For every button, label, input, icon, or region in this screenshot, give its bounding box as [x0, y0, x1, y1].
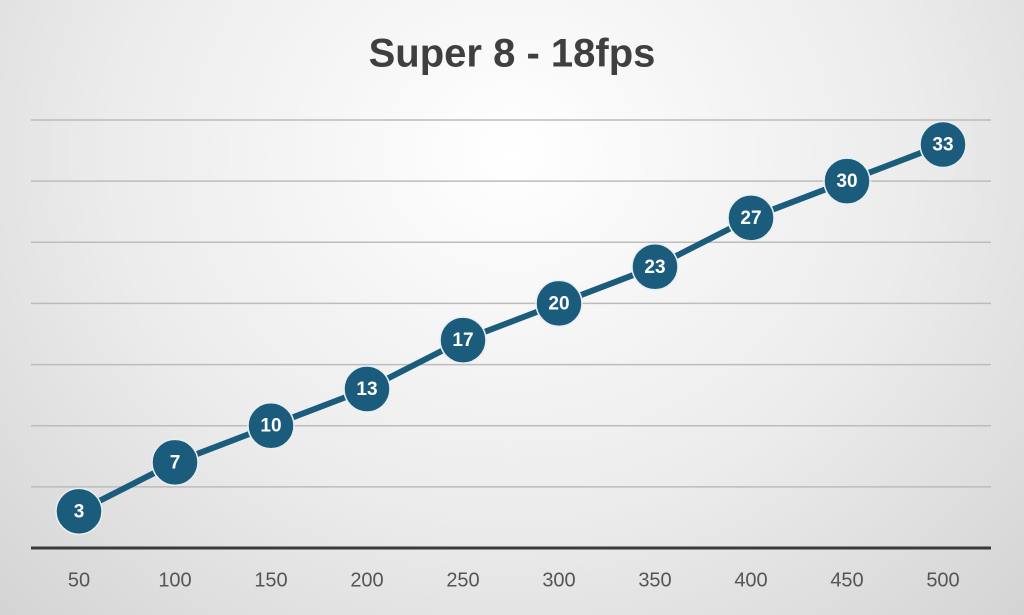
data-label: 10: [260, 416, 281, 437]
data-label: 17: [452, 330, 473, 351]
x-tick-label: 150: [254, 569, 287, 591]
marker: [55, 487, 103, 536]
data-label: 33: [932, 134, 953, 155]
line: [77, 141, 945, 514]
marker: [823, 157, 871, 205]
data-label: 20: [548, 293, 569, 314]
x-tick-label: 250: [446, 569, 479, 591]
x-tick-label: 300: [542, 569, 575, 591]
data-label: 23: [644, 257, 665, 278]
marker: [631, 242, 679, 291]
x-tick-label: 50: [68, 569, 90, 591]
marker: [247, 401, 295, 450]
marker: [343, 365, 391, 413]
x-tick-label: 450: [830, 569, 863, 591]
data-label: 13: [356, 379, 377, 400]
x-tick-label: 350: [638, 569, 671, 591]
x-tick-label: 400: [734, 569, 767, 591]
x-tick-label: 500: [926, 569, 959, 591]
x-tick-label: 100: [158, 569, 191, 591]
marker: [439, 316, 487, 364]
data-label: 30: [836, 171, 857, 192]
data-label: 3: [74, 501, 85, 522]
marker: [535, 279, 583, 328]
marker: [919, 120, 967, 169]
x-tick-label: 200: [350, 569, 383, 591]
marker: [727, 194, 775, 242]
marker: [151, 438, 199, 487]
chart-title: Super 8 - 18fps: [369, 32, 656, 76]
data-label: 7: [170, 452, 181, 473]
data-label: 27: [740, 208, 761, 229]
